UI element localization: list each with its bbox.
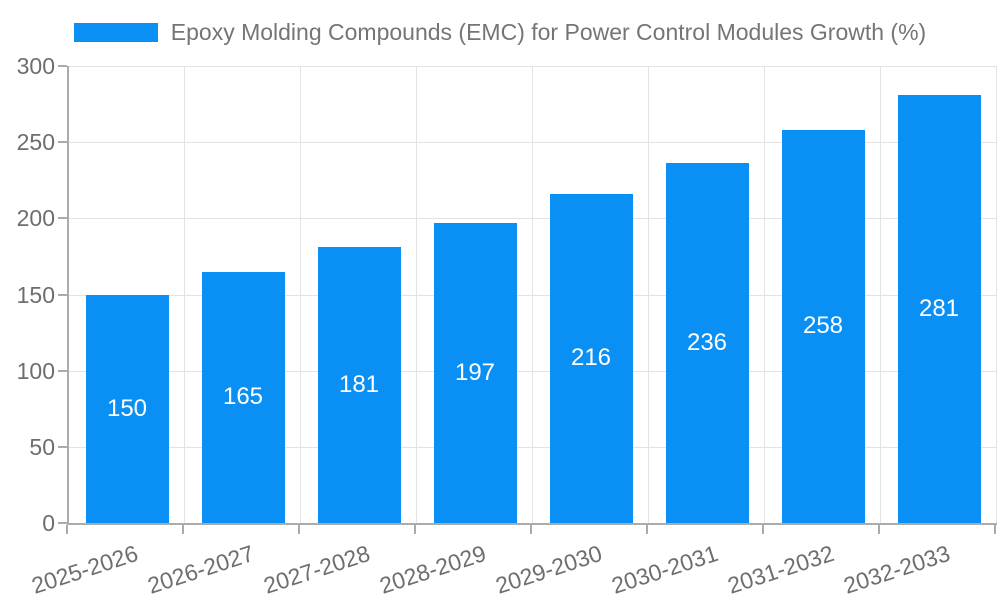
x-tick-label-2028-2029: 2028-2029 bbox=[376, 540, 490, 599]
bar-value-label: 216 bbox=[570, 344, 612, 372]
y-axis-tick bbox=[58, 65, 67, 67]
gridline-horizontal bbox=[69, 370, 997, 372]
y-axis-tick bbox=[58, 369, 67, 372]
gridline-vertical bbox=[300, 66, 301, 523]
y-tick-label: 300 bbox=[16, 53, 55, 79]
y-axis-tick bbox=[58, 522, 67, 524]
x-axis-tick bbox=[878, 525, 880, 534]
y-tick-label: 0 bbox=[42, 510, 55, 536]
gridline-horizontal bbox=[69, 66, 997, 67]
x-axis-tick bbox=[298, 525, 300, 534]
x-axis-tick bbox=[530, 525, 532, 534]
x-axis-tick bbox=[182, 525, 184, 534]
bar-2028-2029[interactable]: 197 bbox=[433, 222, 517, 523]
x-tick-label-2029-2030: 2029-2030 bbox=[492, 540, 606, 599]
gridline-vertical bbox=[532, 66, 533, 523]
x-tick-label-2031-2032: 2031-2032 bbox=[724, 540, 838, 599]
gridline-horizontal bbox=[69, 218, 997, 220]
bar-value-label: 197 bbox=[454, 358, 496, 386]
legend[interactable]: Epoxy Molding Compounds (EMC) for Power … bbox=[0, 18, 1000, 45]
gridline-vertical bbox=[996, 66, 997, 523]
x-axis-tick bbox=[994, 525, 996, 534]
bar-2027-2028[interactable]: 181 bbox=[317, 247, 401, 523]
y-tick-label: 250 bbox=[16, 129, 55, 156]
x-tick-label-2025-2026: 2025-2026 bbox=[28, 540, 142, 599]
x-tick-label-2030-2031: 2030-2031 bbox=[608, 540, 722, 599]
x-axis-tick bbox=[646, 525, 648, 534]
gridline-vertical bbox=[764, 66, 765, 523]
gridline-vertical bbox=[184, 66, 185, 523]
gridline-horizontal bbox=[69, 142, 997, 144]
bar-value-label: 150 bbox=[106, 394, 148, 422]
plot-area: 150 165 181 197 216 236 258 281 bbox=[67, 66, 997, 525]
x-tick-label-2032-2033: 2032-2033 bbox=[840, 540, 954, 599]
y-tick-label: 50 bbox=[29, 433, 55, 460]
y-tick-label: 200 bbox=[16, 205, 55, 232]
bar-value-label: 236 bbox=[686, 329, 728, 357]
bar-2032-2033[interactable]: 281 bbox=[897, 94, 981, 523]
gridline-horizontal bbox=[69, 294, 997, 296]
y-axis-tick bbox=[58, 141, 67, 144]
bar-2026-2027[interactable]: 165 bbox=[201, 271, 285, 523]
legend-swatch bbox=[73, 22, 158, 42]
gridline-vertical bbox=[880, 66, 881, 523]
legend-label: Epoxy Molding Compounds (EMC) for Power … bbox=[170, 18, 927, 45]
gridline-vertical bbox=[416, 66, 417, 523]
y-tick-label: 150 bbox=[16, 281, 55, 308]
bar-2029-2030[interactable]: 216 bbox=[549, 193, 633, 523]
y-axis-tick bbox=[58, 293, 67, 296]
gridline-horizontal bbox=[69, 446, 997, 448]
bar-2031-2032[interactable]: 258 bbox=[781, 129, 865, 523]
bar-2025-2026[interactable]: 150 bbox=[85, 294, 169, 523]
bar-value-label: 165 bbox=[222, 383, 264, 411]
bar-value-label: 258 bbox=[802, 312, 844, 340]
bar-value-label: 281 bbox=[918, 294, 960, 322]
gridline-vertical bbox=[648, 66, 649, 523]
y-axis-tick bbox=[58, 217, 67, 220]
bar-value-label: 181 bbox=[338, 371, 380, 399]
x-tick-label-2026-2027: 2026-2027 bbox=[144, 540, 258, 599]
x-tick-label-2027-2028: 2027-2028 bbox=[260, 540, 374, 599]
bar-2030-2031[interactable]: 236 bbox=[665, 163, 749, 523]
x-axis-tick bbox=[66, 525, 68, 534]
y-tick-label: 100 bbox=[16, 357, 55, 384]
y-axis-tick bbox=[58, 445, 67, 448]
x-axis-tick bbox=[414, 525, 416, 534]
x-axis-tick bbox=[762, 525, 764, 534]
